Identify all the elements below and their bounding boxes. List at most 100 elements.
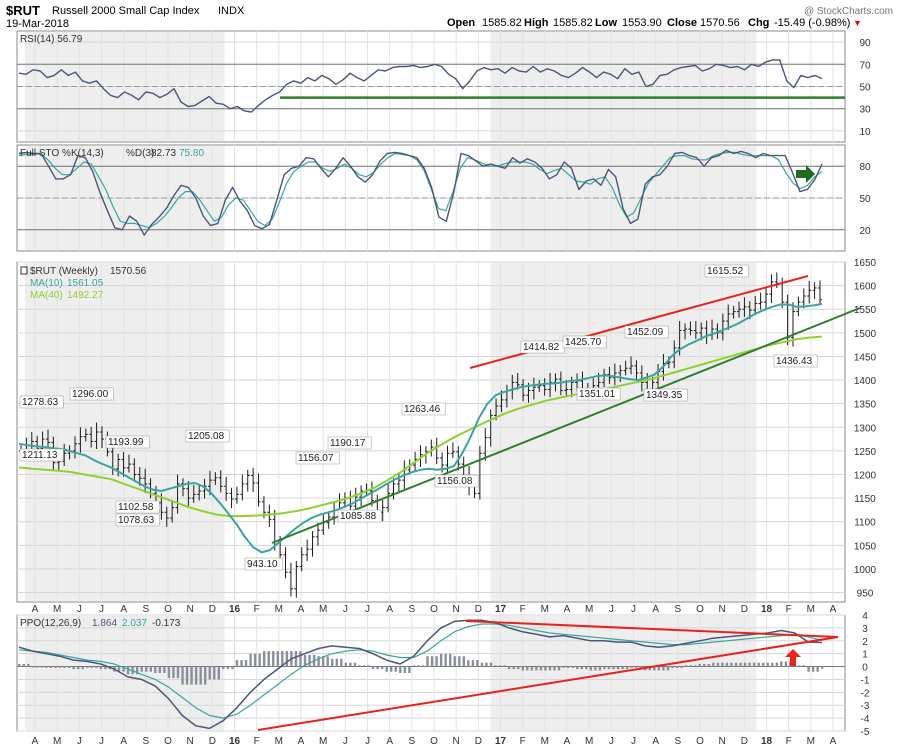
ppo-label: PPO(12,26,9) <box>20 618 81 629</box>
y-tick-label: 1200 <box>854 471 877 482</box>
price-bar <box>537 380 542 392</box>
x-axis-bottom-label: M <box>585 736 593 747</box>
price-bar <box>818 280 822 305</box>
sto-value-d: 75.80 <box>179 148 204 159</box>
price-bar <box>240 474 245 501</box>
ppo-histogram-bar <box>762 662 765 667</box>
x-axis-mid-label: S <box>674 604 681 615</box>
price-bar <box>612 363 617 386</box>
y-tick-label: 90 <box>859 38 871 49</box>
ppo-histogram-bar <box>317 656 320 667</box>
price-bar <box>251 467 256 492</box>
price-bar <box>542 378 547 396</box>
y-tick-label: 50 <box>859 194 871 205</box>
ppo-histogram-bar <box>149 666 152 672</box>
ppo-histogram-bar <box>680 666 683 668</box>
ppo-histogram-bar <box>562 666 565 668</box>
ppo-histogram-bar <box>294 651 298 667</box>
ppo-line <box>18 619 823 730</box>
price-bar <box>618 364 623 382</box>
price-annotation: 1452.09 <box>627 327 664 338</box>
x-axis-bottom-label: N <box>719 736 726 747</box>
y-tick-label: -2 <box>861 688 870 699</box>
ppo-histogram-bar <box>54 666 57 668</box>
ppo-histogram-bar <box>625 666 629 670</box>
ppo-histogram-bar <box>598 666 602 671</box>
ppo-histogram-bar <box>412 665 416 667</box>
x-axis-mid-label: J <box>343 604 348 615</box>
open-value: 1585.82 <box>482 17 522 29</box>
price-bar <box>45 429 50 449</box>
price-bar <box>224 476 229 501</box>
chg-label: Chg <box>748 17 769 29</box>
x-axis-mid-label: A <box>386 604 393 615</box>
x-axis-bottom-label: M <box>807 736 815 747</box>
price-bar <box>629 356 634 375</box>
price-bar <box>391 478 396 500</box>
x-axis-bottom-label: A <box>386 736 393 747</box>
price-bar <box>386 483 391 513</box>
price-annotation-box <box>244 557 283 571</box>
x-axis-mid-label: 16 <box>229 604 241 615</box>
ppo-histogram-bar <box>340 658 343 667</box>
price-bar <box>116 453 121 477</box>
ppo-histogram-bar <box>557 666 561 671</box>
x-axis-bottom-label: A <box>120 736 127 747</box>
ppo-histogram-bar <box>480 662 484 667</box>
ppo-histogram-bar <box>739 662 742 667</box>
price-label: $RUT (Weekly) <box>30 266 98 277</box>
x-axis-bottom-label: J <box>365 736 370 747</box>
x-axis-mid-label: J <box>77 604 82 615</box>
ppo-histogram-bar <box>272 651 275 667</box>
ppo-histogram-bar <box>766 662 769 667</box>
close-label: Close <box>667 17 697 29</box>
ppo-histogram-bar <box>417 665 420 667</box>
x-axis-bottom-label: N <box>187 736 194 747</box>
x-axis-mid-label: A <box>652 604 659 615</box>
price-bar <box>769 274 774 304</box>
ppo-histogram-bar <box>621 666 624 670</box>
ppo-histogram-bar <box>752 662 756 667</box>
x-axis-bottom-label: J <box>99 736 104 747</box>
symbol-title: $RUT <box>6 3 40 18</box>
price-bar <box>731 305 736 319</box>
price-value: 1570.56 <box>110 266 147 277</box>
price-annotation: 1349.35 <box>646 390 683 401</box>
ppo-histogram-bar <box>485 662 488 667</box>
price-annotation-box <box>19 448 64 462</box>
red-arrow-icon <box>785 649 801 666</box>
price-annotation: 1615.52 <box>707 266 744 277</box>
price-annotation-box <box>69 387 114 401</box>
price-bar <box>720 313 725 341</box>
x-axis-mid-label: M <box>585 604 593 615</box>
ppo-histogram-bar <box>326 656 329 667</box>
x-axis-mid-label: M <box>53 604 61 615</box>
ppo-histogram-bar <box>580 666 583 670</box>
y-tick-label: 1550 <box>854 305 877 316</box>
ppo-histogram-bar <box>380 666 384 670</box>
ppo-histogram-bar <box>662 666 665 671</box>
ppo-histogram-bar <box>430 656 434 667</box>
price-bar <box>72 436 77 459</box>
rsi-line <box>18 59 823 113</box>
price-bar <box>515 372 520 390</box>
ppo-histogram-bar <box>703 663 706 667</box>
x-axis-bottom-label: A <box>830 736 837 747</box>
year-shading <box>490 616 757 730</box>
price-bar <box>450 442 455 458</box>
y-tick-label: 20 <box>859 226 871 237</box>
ppo-histogram-bar <box>190 666 193 685</box>
x-axis-mid-label: J <box>609 604 614 615</box>
ppo-histogram-bar <box>104 666 107 670</box>
y-tick-label: 950 <box>857 589 874 600</box>
ppo-histogram-bar <box>90 666 93 668</box>
price-annotation: 1263.46 <box>404 404 441 415</box>
x-axis-bottom-label: D <box>741 736 748 747</box>
price-annotation-box <box>19 395 64 409</box>
ppo-histogram-bar <box>371 666 375 670</box>
price-bar <box>256 473 261 507</box>
x-axis-mid-label: A <box>564 604 571 615</box>
y-tick-label: 10 <box>859 127 871 138</box>
price-bar <box>288 562 293 597</box>
x-axis-mid-label: F <box>520 604 526 615</box>
